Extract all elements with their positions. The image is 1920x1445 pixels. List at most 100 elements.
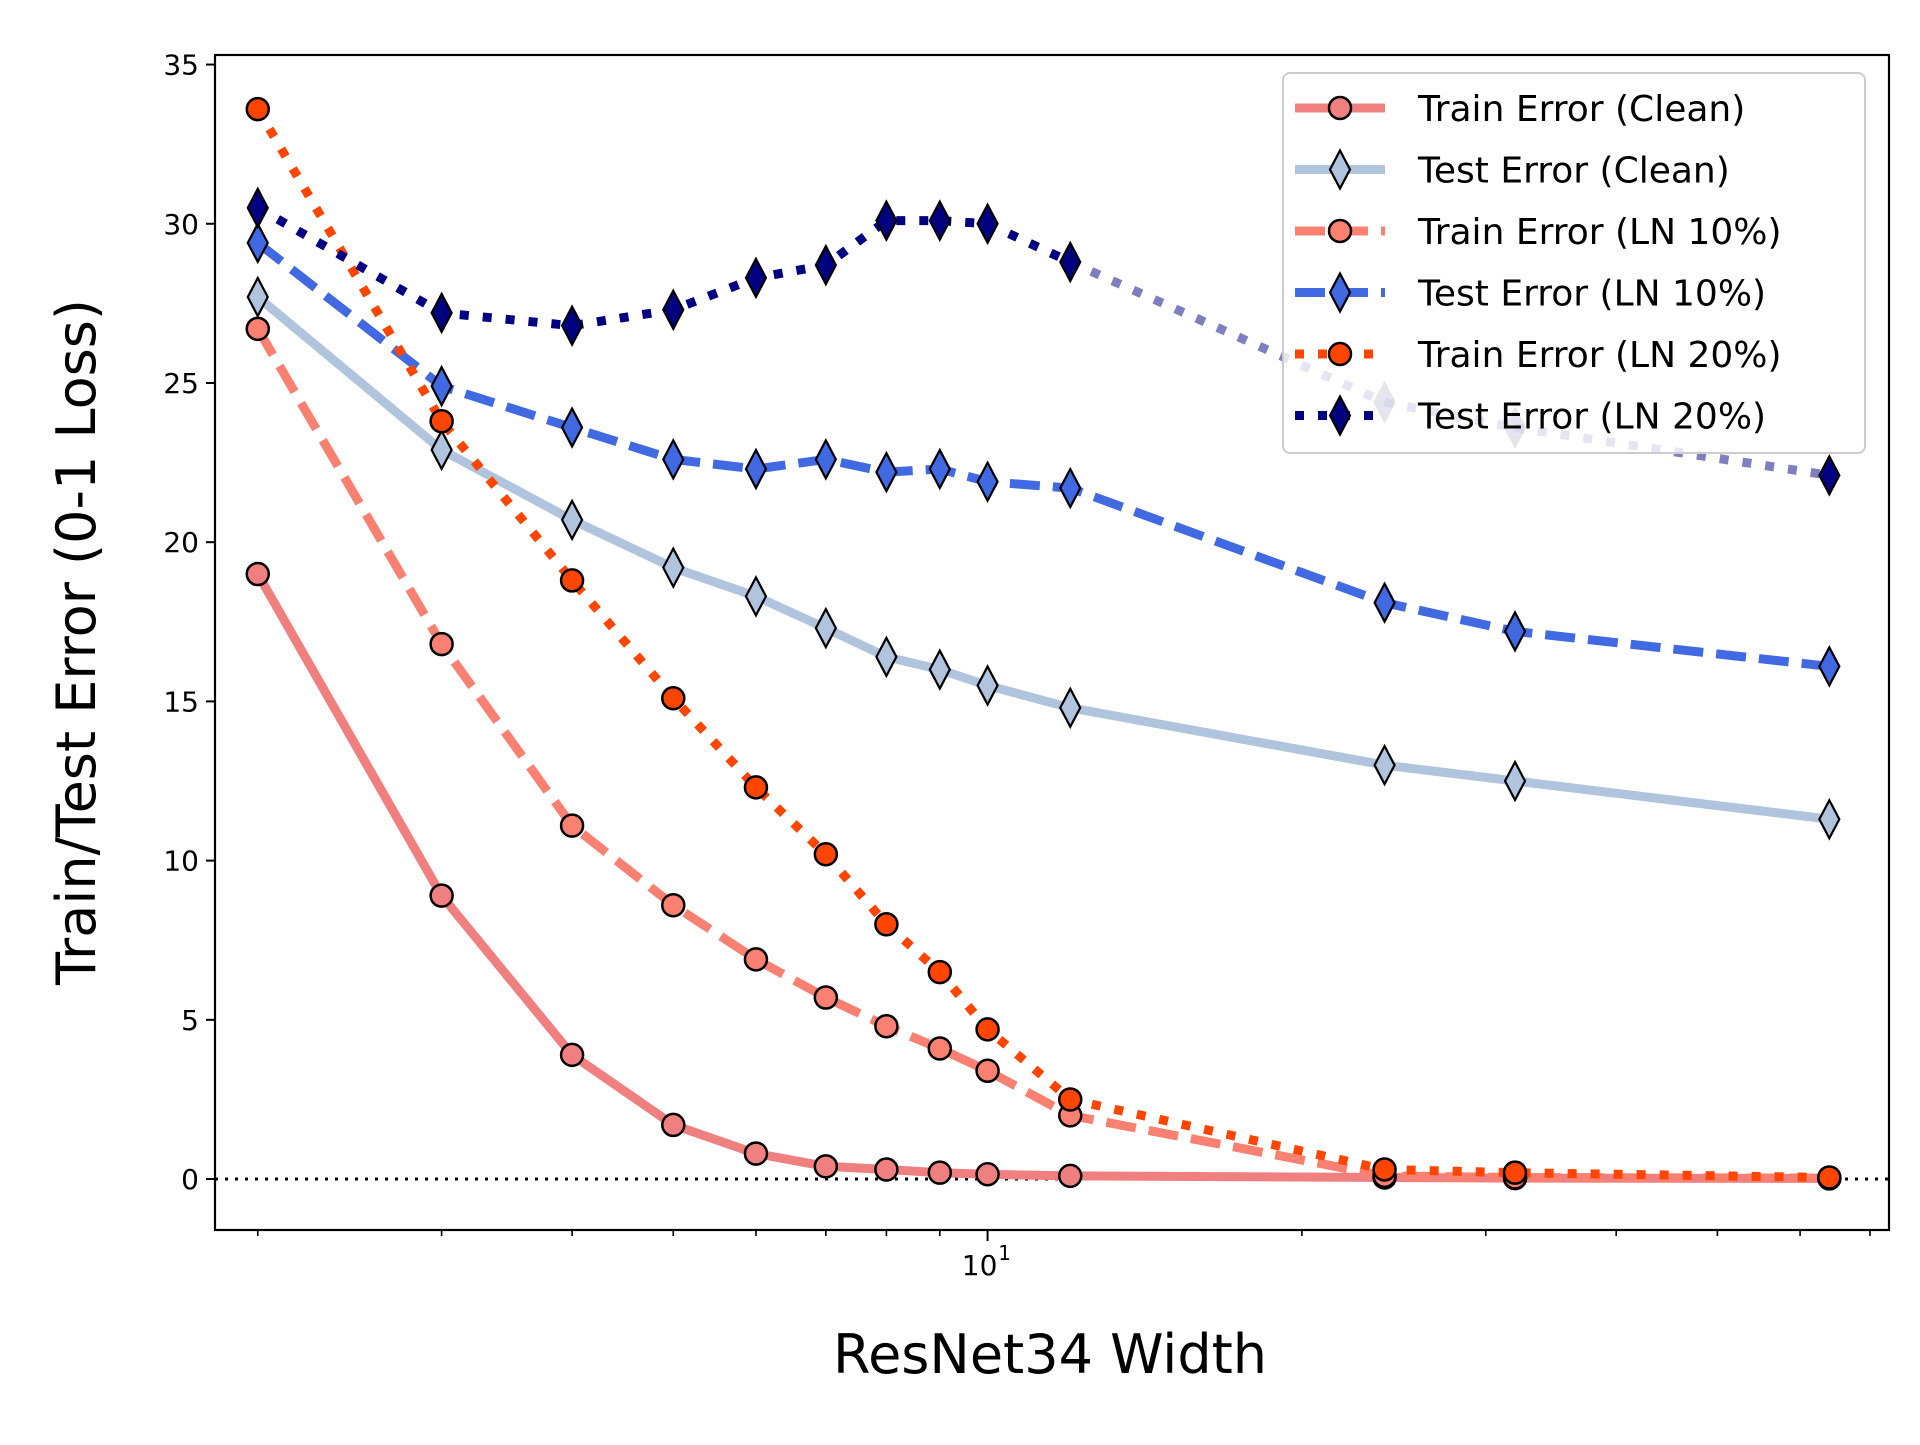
data-point-s4-12: [1817, 1165, 1842, 1190]
data-point-s4-11: [1502, 1160, 1528, 1185]
data-point-s7-0: [1818, 453, 1841, 497]
data-point-s4-2: [559, 568, 585, 593]
legend-marker-3: [1328, 271, 1352, 314]
series-line-0: [253, 571, 1830, 1183]
data-point-s3-0: [246, 221, 270, 265]
data-point-s3-7: [928, 447, 952, 491]
data-point-s3-5: [814, 438, 838, 481]
data-point-s1-9: [1059, 686, 1082, 730]
data-point-s0-2: [559, 1042, 585, 1068]
legend-label-5: Test Error (LN 20%): [1417, 397, 1766, 438]
data-point-s5-5: [814, 243, 838, 287]
data-point-s0-4: [743, 1141, 769, 1166]
legend-label-3: Test Error (LN 10%): [1417, 274, 1766, 315]
data-point-s1-11: [1503, 759, 1527, 803]
series-line-5: [255, 203, 1073, 331]
data-point-s5-8: [976, 202, 999, 246]
data-point-s2-5: [813, 985, 839, 1010]
data-point-s3-10: [1373, 581, 1396, 625]
data-point-s4-6: [874, 912, 899, 937]
legend-label-4: Train Error (LN 20%): [1417, 335, 1782, 376]
data-point-s5-1: [430, 291, 453, 335]
data-point-s5-6: [875, 199, 898, 242]
data-point-s4-4: [743, 775, 769, 800]
y-tick-label-5: 5: [181, 1004, 199, 1037]
data-point-s3-6: [875, 450, 898, 494]
data-point-s5-4: [744, 256, 768, 300]
y-axis: 0 5 10 15 20 25 30 35: [163, 49, 215, 1196]
data-point-s1-2: [560, 498, 584, 542]
data-point-s3-4: [744, 447, 768, 491]
data-point-s0-0: [245, 561, 271, 587]
data-point-s3-8: [976, 460, 999, 504]
y-axis-title: Train/Test Error (0-1 Loss): [45, 299, 108, 986]
data-point-s1-0: [246, 275, 270, 319]
data-point-s5-0: [246, 186, 270, 230]
data-point-s3-12: [1818, 645, 1841, 688]
data-point-s1-12: [1818, 797, 1841, 841]
data-point-s5-9: [1059, 240, 1082, 284]
data-point-s2-2: [559, 813, 585, 838]
data-point-s4-9: [1058, 1087, 1083, 1112]
data-point-s0-3: [661, 1112, 686, 1138]
data-point-s5-7: [928, 199, 952, 242]
legend: Train Error (Clean) Test Error (Clean) Tra…: [1282, 72, 1866, 454]
y-tick-label-10: 10: [163, 845, 199, 878]
data-point-s1-7: [928, 648, 952, 691]
data-point-s4-0: [245, 96, 271, 122]
data-point-s1-1: [430, 428, 453, 472]
legend-marker-0: [1327, 95, 1353, 121]
y-tick-label-0: 0: [181, 1163, 199, 1196]
series-line-2: [253, 326, 1830, 1183]
data-point-s2-6: [874, 1013, 899, 1039]
y-tick-label-15: 15: [163, 685, 199, 718]
data-point-s3-9: [1059, 466, 1082, 510]
x-tick-exponent-10: 1: [998, 1241, 1011, 1265]
data-point-s5-3: [662, 288, 685, 332]
data-point-s0-1: [429, 883, 454, 908]
data-point-s1-4: [744, 574, 768, 618]
legend-box: [1282, 72, 1866, 454]
y-tick-label-30: 30: [163, 208, 199, 241]
plot-frame: [213, 53, 1891, 1232]
data-point-s4-8: [975, 1017, 1000, 1042]
legend-marker-4: [1327, 341, 1353, 367]
data-point-s4-7: [927, 959, 953, 985]
legend-label-0: Train Error (Clean): [1417, 89, 1745, 130]
data-point-s0-7: [927, 1160, 953, 1185]
legend-marker-5: [1328, 394, 1352, 437]
data-point-s0-9: [1058, 1163, 1083, 1189]
data-point-s3-1: [430, 364, 453, 408]
data-point-s2-4: [743, 947, 769, 972]
data-point-s4-3: [661, 685, 686, 711]
y-tick-label-20: 20: [163, 526, 199, 559]
y-tick-label-35: 35: [163, 49, 199, 82]
x-axis-title: ResNet34 Width: [833, 1323, 1267, 1386]
data-point-s3-2: [560, 406, 584, 449]
data-point-s0-5: [813, 1154, 839, 1179]
data-point-s1-8: [976, 664, 999, 707]
data-point-s2-3: [661, 892, 686, 918]
legend-marker-1: [1328, 148, 1352, 191]
data-point-s2-8: [975, 1058, 1000, 1084]
data-point-s4-10: [1372, 1157, 1397, 1182]
data-point-s1-6: [875, 635, 898, 679]
data-point-s2-0: [245, 316, 271, 342]
legend-label-2: Train Error (LN 10%): [1417, 212, 1782, 253]
data-point-s4-5: [813, 842, 839, 867]
data-point-s3-11: [1503, 609, 1527, 653]
data-point-s3-3: [662, 438, 685, 481]
data-point-s4-1: [429, 408, 454, 434]
x-axis: 10 1: [256, 1230, 1871, 1282]
data-point-s5-2: [560, 304, 584, 348]
legend-marker-2: [1327, 218, 1353, 244]
x-tick-label-10: 10: [962, 1249, 998, 1282]
data-point-s0-6: [874, 1157, 899, 1182]
data-point-s1-10: [1373, 743, 1396, 787]
data-point-s1-5: [814, 606, 838, 650]
data-point-s1-3: [662, 546, 685, 590]
data-point-s0-8: [975, 1162, 1000, 1187]
legend-label-1: Test Error (Clean): [1417, 151, 1730, 192]
